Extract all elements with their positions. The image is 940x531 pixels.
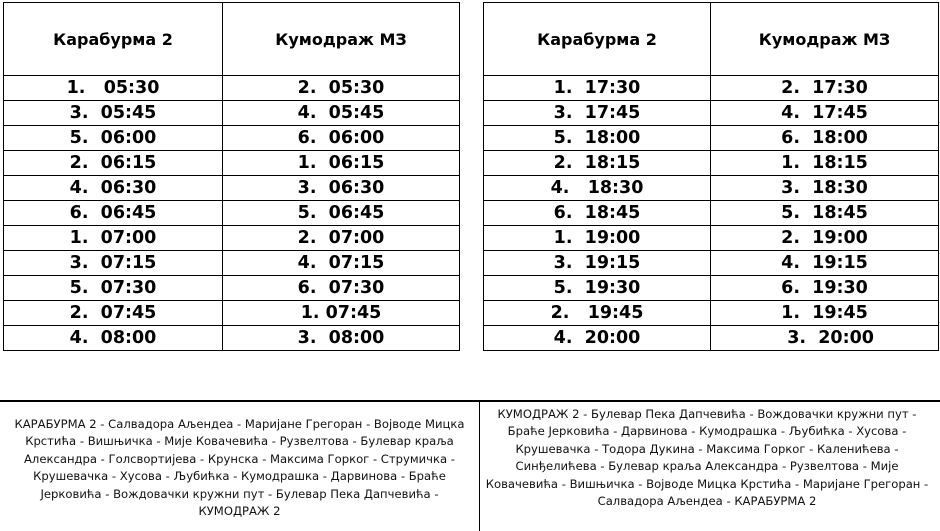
evening-timetable: Карабурма 2 Кумодраж МЗ 1. 17:30 2. 17:30 3.…: [483, 2, 939, 351]
departure-kumodraz: 6. 07:30: [222, 275, 460, 301]
header-row: Карабурма 2 Кумодраж МЗ: [483, 2, 939, 76]
header-karaburma: Карабурма 2: [3, 2, 223, 76]
departure-kumodraz: 6. 18:00: [710, 125, 939, 151]
table-row: 6. 06:45 5. 06:45: [3, 200, 460, 226]
table-row: 6. 18:45 5. 18:45: [483, 200, 939, 226]
departure-kumodraz: 6. 19:30: [710, 275, 939, 301]
route-kumodraz-to-karaburma: КУМОДРАЖ 2 - Булевар Пека Дапчевића - Во…: [479, 402, 940, 531]
departure-kumodraz: 3. 18:30: [710, 175, 939, 201]
departure-kumodraz: 2. 17:30: [710, 75, 939, 101]
departure-karaburma: 2. 19:45: [483, 300, 711, 326]
departure-karaburma: 6. 06:45: [3, 200, 223, 226]
departure-karaburma: 5. 07:30: [3, 275, 223, 301]
departure-kumodraz: 1. 07:45: [222, 300, 460, 326]
table-row: 1. 05:30 2. 05:30: [3, 75, 460, 101]
departure-kumodraz: 1. 19:45: [710, 300, 939, 326]
departure-kumodraz: 2. 07:00: [222, 225, 460, 251]
departure-karaburma: 4. 08:00: [3, 325, 223, 351]
table-row: 2. 06:15 1. 06:15: [3, 150, 460, 176]
departure-karaburma: 4. 18:30: [483, 175, 711, 201]
table-row: 4. 08:00 3. 08:00: [3, 325, 460, 351]
departure-karaburma: 3. 07:15: [3, 250, 223, 276]
departure-karaburma: 1. 17:30: [483, 75, 711, 101]
table-row: 2. 18:15 1. 18:15: [483, 150, 939, 176]
departure-kumodraz: 5. 06:45: [222, 200, 460, 226]
departure-kumodraz: 2. 05:30: [222, 75, 460, 101]
table-row: 3. 05:45 4. 05:45: [3, 100, 460, 126]
departure-karaburma: 3. 05:45: [3, 100, 223, 126]
departure-karaburma: 3. 17:45: [483, 100, 711, 126]
table-row: 3. 07:15 4. 07:15: [3, 250, 460, 276]
departure-karaburma: 2. 07:45: [3, 300, 223, 326]
table-row: 5. 18:00 6. 18:00: [483, 125, 939, 151]
table-row: 4. 20:00 3. 20:00: [483, 325, 939, 351]
header-karaburma: Карабурма 2: [483, 2, 711, 76]
route-descriptions: КАРАБУРМА 2 - Салвадора Аљендеа - Марија…: [0, 400, 940, 531]
departure-karaburma: 1. 07:00: [3, 225, 223, 251]
header-kumodraz: Кумодраж МЗ: [710, 2, 939, 76]
table-row: 3. 17:45 4. 17:45: [483, 100, 939, 126]
departure-karaburma: 5. 06:00: [3, 125, 223, 151]
departure-kumodraz: 3. 20:00: [710, 325, 939, 351]
table-row: 5. 19:30 6. 19:30: [483, 275, 939, 301]
departure-karaburma: 1. 19:00: [483, 225, 711, 251]
header-row: Карабурма 2 Кумодраж МЗ: [3, 2, 460, 76]
table-row: 2. 07:45 1. 07:45: [3, 300, 460, 326]
departure-kumodraz: 4. 05:45: [222, 100, 460, 126]
departure-kumodraz: 3. 08:00: [222, 325, 460, 351]
table-row: 1. 19:00 2. 19:00: [483, 225, 939, 251]
table-row: 4. 06:30 3. 06:30: [3, 175, 460, 201]
departure-karaburma: 4. 06:30: [3, 175, 223, 201]
departure-karaburma: 5. 19:30: [483, 275, 711, 301]
departure-karaburma: 2. 06:15: [3, 150, 223, 176]
departure-kumodraz: 4. 19:15: [710, 250, 939, 276]
departure-karaburma: 2. 18:15: [483, 150, 711, 176]
departure-kumodraz: 1. 18:15: [710, 150, 939, 176]
morning-timetable: Карабурма 2 Кумодраж МЗ 1. 05:30 2. 05:30 3.…: [3, 2, 460, 351]
departure-karaburma: 6. 18:45: [483, 200, 711, 226]
departure-karaburma: 4. 20:00: [483, 325, 711, 351]
table-row: 1. 07:00 2. 07:00: [3, 225, 460, 251]
table-row: 5. 07:30 6. 07:30: [3, 275, 460, 301]
departure-karaburma: 5. 18:00: [483, 125, 711, 151]
departure-kumodraz: 4. 17:45: [710, 100, 939, 126]
route-karaburma-to-kumodraz: КАРАБУРМА 2 - Салвадора Аљендеа - Марија…: [14, 417, 465, 519]
departure-kumodraz: 5. 18:45: [710, 200, 939, 226]
departure-karaburma: 3. 19:15: [483, 250, 711, 276]
table-row: 3. 19:15 4. 19:15: [483, 250, 939, 276]
table-row: 5. 06:00 6. 06:00: [3, 125, 460, 151]
table-row: 4. 18:30 3. 18:30: [483, 175, 939, 201]
departure-kumodraz: 3. 06:30: [222, 175, 460, 201]
departure-kumodraz: 6. 06:00: [222, 125, 460, 151]
departure-kumodraz: 4. 07:15: [222, 250, 460, 276]
departure-karaburma: 1. 05:30: [3, 75, 223, 101]
table-row: 2. 19:45 1. 19:45: [483, 300, 939, 326]
departure-kumodraz: 2. 19:00: [710, 225, 939, 251]
header-kumodraz: Кумодраж МЗ: [222, 2, 460, 76]
table-row: 1. 17:30 2. 17:30: [483, 75, 939, 101]
departure-kumodraz: 1. 06:15: [222, 150, 460, 176]
